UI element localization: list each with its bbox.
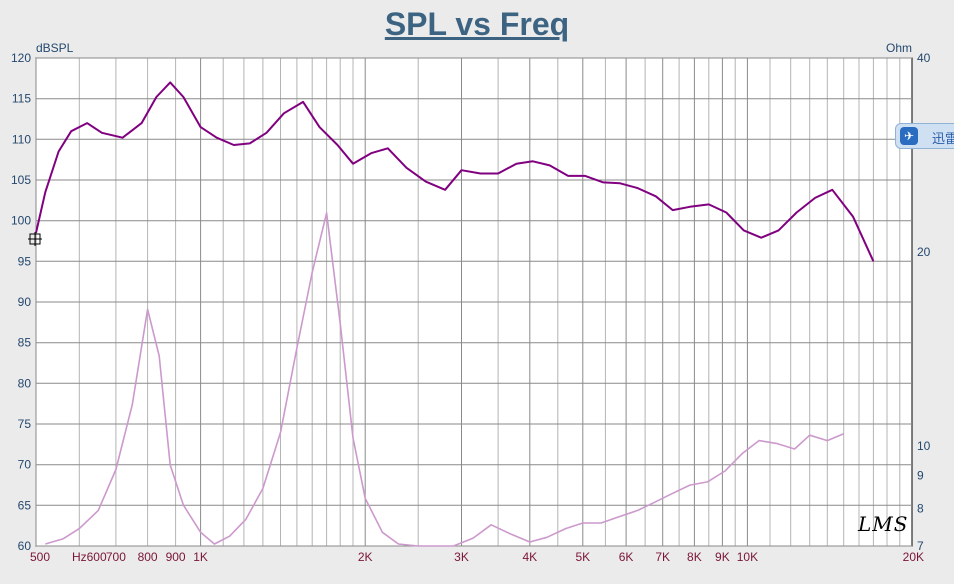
- y-left-tick-label: 80: [18, 376, 32, 390]
- y-left-tick-label: 120: [11, 51, 31, 65]
- y-left-tick-label: 85: [18, 336, 32, 350]
- y-right-tick-labels: 7 8 9 10 20 40: [917, 51, 931, 553]
- y-left-tick-label: 100: [11, 214, 31, 228]
- x-tick-label: Hz600: [72, 550, 107, 564]
- x-tick-label: 2K: [358, 550, 373, 564]
- impedance-series-line: [45, 212, 845, 547]
- y-left-tick-label: 105: [11, 173, 31, 187]
- chart-title: SPL vs Freq: [384, 6, 570, 42]
- y-right-tick-label: 10: [917, 439, 931, 453]
- y-right-tick-label: 8: [917, 502, 924, 516]
- x-tick-label: 1K: [193, 550, 208, 564]
- x-tick-labels: 500 Hz600 700 800 900 1K 2K 3K 4K 5K 6K 7K 8K 9K 10K 20…: [30, 550, 924, 564]
- series-lines: [35, 81, 875, 547]
- y-right-tick-label: 9: [917, 469, 924, 483]
- download-badge[interactable]: ✈ 迅雷: [895, 123, 954, 149]
- x-tick-label: 3K: [454, 550, 469, 564]
- y-left-tick-label: 115: [12, 92, 31, 106]
- spl-series-line: [35, 81, 875, 262]
- x-tick-label: 900: [166, 550, 186, 564]
- crosshair-cursor-icon: [28, 232, 42, 246]
- x-tick-label: 9K: [715, 550, 730, 564]
- badge-label: 迅雷: [932, 132, 954, 147]
- y-left-tick-label: 75: [18, 417, 32, 431]
- x-tick-label: 8K: [687, 550, 702, 564]
- y-left-tick-label: 90: [18, 295, 32, 309]
- y-left-tick-label: 110: [12, 132, 31, 146]
- x-tick-label: 5K: [575, 550, 590, 564]
- grid-lines: [35, 57, 912, 547]
- x-tick-label: 500: [30, 550, 50, 564]
- x-tick-label: 7K: [655, 550, 670, 564]
- x-tick-label: 4K: [522, 550, 537, 564]
- x-tick-label: 20K: [903, 550, 924, 564]
- y-left-tick-labels: 120 115 110 105 100 95 90 85 80 75 70 65 60: [11, 51, 31, 553]
- y-left-tick-label: 95: [18, 254, 32, 268]
- y-right-tick-label: 20: [917, 245, 931, 259]
- x-tick-label: 10K: [737, 550, 758, 564]
- y-right-axis-label: Ohm: [886, 41, 912, 55]
- y-right-tick-label: 7: [917, 539, 924, 553]
- y-right-tick-label: 40: [917, 51, 931, 65]
- y-left-tick-label: 70: [18, 458, 32, 472]
- x-tick-label: 800: [138, 550, 158, 564]
- y-left-axis-label: dBSPL: [36, 41, 74, 55]
- y-left-tick-label: 60: [18, 539, 32, 553]
- x-tick-label: 700: [106, 550, 126, 564]
- y-left-tick-label: 65: [18, 498, 32, 512]
- x-tick-label: 6K: [619, 550, 634, 564]
- lms-watermark: LMS: [858, 512, 909, 536]
- bird-icon: ✈: [900, 127, 918, 145]
